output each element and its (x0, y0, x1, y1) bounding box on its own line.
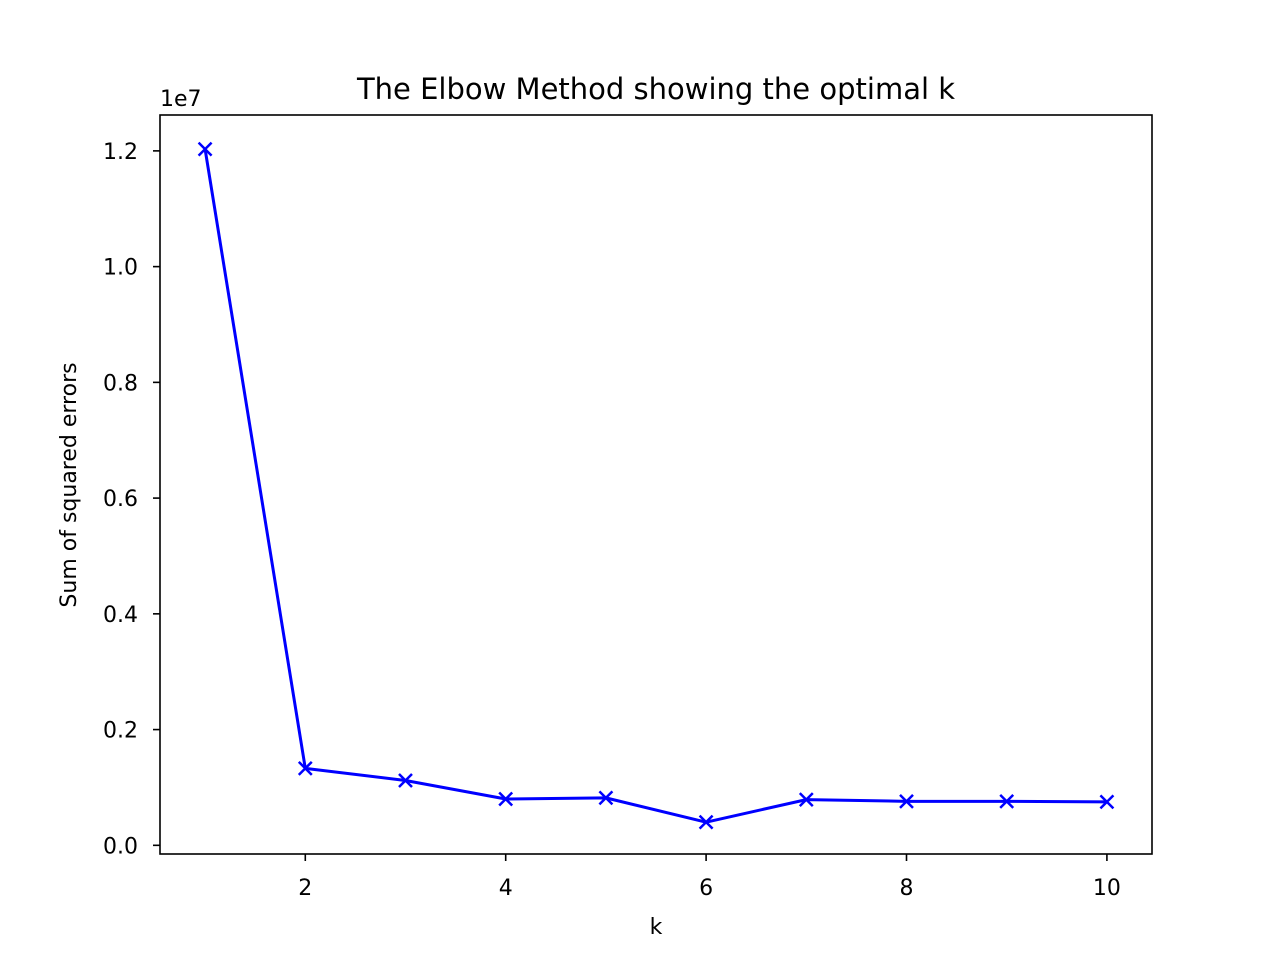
x-tick-label: 2 (298, 876, 312, 901)
y-tick-label: 0.0 (103, 834, 138, 859)
x-axis-label: k (650, 915, 663, 940)
data-point-marker (398, 773, 413, 788)
data-point-marker (498, 791, 514, 807)
data-point-marker (698, 814, 714, 830)
x-tick-label: 8 (900, 876, 914, 901)
x-tick-label: 10 (1093, 876, 1121, 901)
data-point-marker (197, 141, 213, 157)
plot-area: 2 4 6 8 10 0.0 0.2 0.4 0.6 0.8 1.0 1.2 (103, 114, 1153, 901)
y-tick-label: 1.2 (103, 140, 138, 165)
y-axis-label: Sum of squared errors (57, 362, 82, 607)
x-tick-label: 4 (499, 876, 513, 901)
data-point-marker (1099, 794, 1115, 810)
x-tick-label: 6 (699, 876, 713, 901)
y-tick-label: 0.8 (103, 371, 138, 396)
series-line (203, 148, 1107, 824)
y-axis-offset-label: 1e7 (160, 87, 202, 112)
data-point-marker (297, 760, 313, 776)
data-point-marker (598, 790, 614, 806)
y-tick-label: 0.4 (103, 603, 138, 628)
plot-frame (159, 114, 1153, 855)
data-point-marker (798, 792, 814, 807)
y-tick-label: 1.0 (103, 256, 138, 281)
data-point-marker (899, 793, 914, 809)
y-tick-label: 0.2 (103, 719, 138, 744)
y-tick-label: 0.6 (103, 487, 138, 512)
data-point-marker (999, 793, 1015, 809)
chart-title: The Elbow Method showing the optimal k (356, 72, 955, 106)
